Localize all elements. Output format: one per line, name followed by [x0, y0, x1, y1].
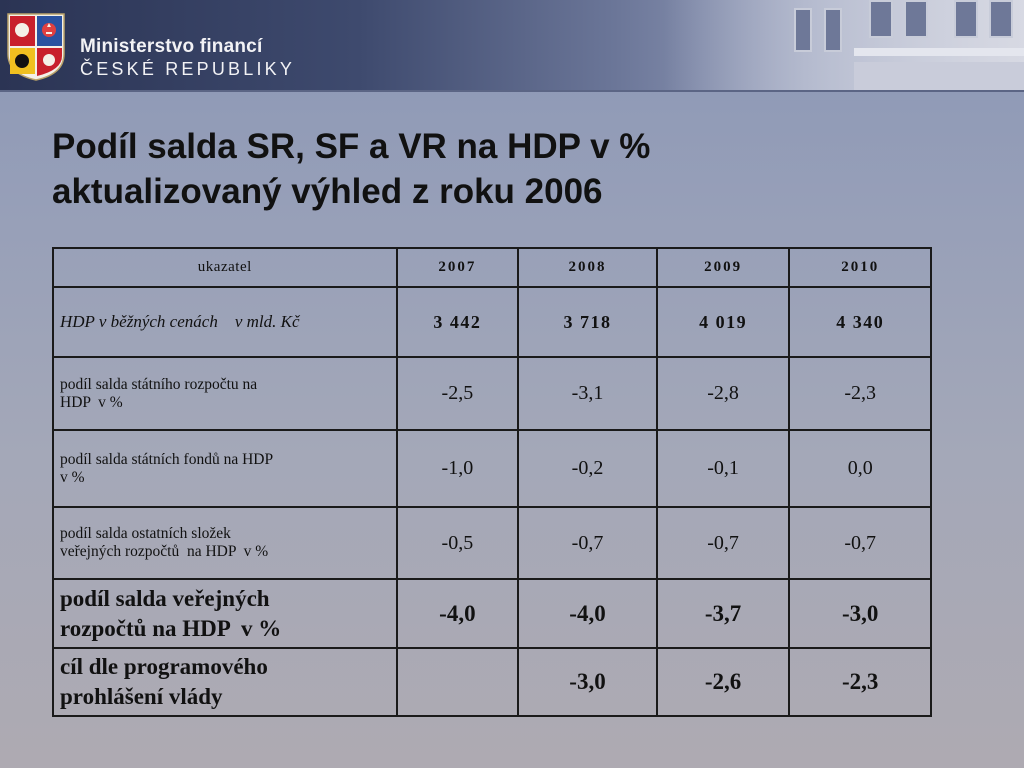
czech-coat-of-arms-icon — [7, 13, 65, 81]
table-cell: -3,7 — [655, 578, 791, 649]
row-label-line1: cíl dle programového — [60, 654, 268, 679]
table-cell: -3,0 — [517, 647, 658, 717]
table-row: HDP v běžných cenách v mld. Kč 3 442 3 7… — [52, 286, 932, 358]
row-label-line2: veřejných rozpočtů na HDP v % — [60, 543, 269, 560]
table-row: podíl salda ostatních složek veřejných r… — [52, 506, 932, 580]
row-label: cíl dle programového prohlášení vlády — [52, 647, 398, 717]
table-row: podíl salda státních fondů na HDP v % -1… — [52, 429, 932, 508]
table-cell: -3,1 — [517, 356, 658, 431]
row-label-line2: rozpočtů na HDP v % — [60, 615, 282, 641]
table-row: cíl dle programového prohlášení vlády -3… — [52, 647, 932, 717]
ministry-name: Ministerstvo financí ČESKÉ REPUBLIKY — [80, 36, 295, 80]
table-header-row: ukazatel 2007 2008 2009 2010 — [52, 247, 932, 288]
table-cell: -0,1 — [655, 429, 791, 508]
table-cell: -2,5 — [395, 356, 520, 431]
ministry-line1: Ministerstvo financí — [80, 36, 263, 57]
row-label-line1: podíl salda ostatních složek — [60, 525, 231, 542]
table-cell: 4 340 — [788, 286, 932, 358]
table-cell: -2,3 — [788, 647, 932, 717]
table-cell: -0,7 — [517, 506, 658, 580]
table-cell: -3,0 — [788, 578, 932, 649]
table-cell: -1,0 — [395, 429, 520, 508]
row-label: podíl salda ostatních složek veřejných r… — [52, 506, 398, 580]
row-label: podíl salda státního rozpočtu na HDP v % — [52, 356, 398, 431]
table-cell: 4 019 — [655, 286, 791, 358]
table-cell: -4,0 — [395, 578, 520, 649]
table-cell: -0,7 — [788, 506, 932, 580]
row-label-line1: podíl salda veřejných — [60, 585, 270, 611]
title-line1: Podíl salda SR, SF a VR na HDP v % — [52, 127, 651, 166]
table-row: podíl salda státního rozpočtu na HDP v %… — [52, 356, 932, 431]
page-title: Podíl salda SR, SF a VR na HDP v % aktua… — [52, 124, 952, 214]
ministry-line2: ČESKÉ REPUBLIKY — [80, 59, 296, 79]
header-cell: 2010 — [788, 247, 932, 288]
row-label-line1: podíl salda státních fondů na HDP — [60, 450, 274, 468]
row-label: HDP v běžných cenách v mld. Kč — [52, 286, 398, 358]
table-cell: -0,5 — [395, 506, 520, 580]
table-cell: -0,7 — [655, 506, 791, 580]
header-cell: 2008 — [517, 247, 658, 288]
header-cell: 2007 — [395, 247, 520, 288]
table-cell: 3 718 — [517, 286, 658, 358]
data-table: ukazatel 2007 2008 2009 2010 HDP v běžný… — [52, 247, 932, 717]
row-label: podíl salda veřejných rozpočtů na HDP v … — [52, 578, 398, 649]
table-cell: -0,2 — [517, 429, 658, 508]
header-cell: 2009 — [655, 247, 791, 288]
table-cell: -2,8 — [655, 356, 791, 431]
table-cell: -2,6 — [655, 647, 791, 717]
table-cell: -2,3 — [788, 356, 932, 431]
title-line2: aktualizovaný výhled z roku 2006 — [52, 172, 603, 211]
row-label-line2: HDP v % — [60, 393, 123, 411]
table-cell: 0,0 — [788, 429, 932, 508]
table-cell: 3 442 — [395, 286, 520, 358]
table-row: podíl salda veřejných rozpočtů na HDP v … — [52, 578, 932, 649]
row-label: podíl salda státních fondů na HDP v % — [52, 429, 398, 508]
header-banner: Ministerstvo financí ČESKÉ REPUBLIKY — [0, 0, 1024, 92]
table-cell: -4,0 — [517, 578, 658, 649]
row-label-line2: prohlášení vlády — [60, 684, 223, 709]
building-photo — [664, 0, 1024, 90]
table-cell — [395, 647, 520, 717]
row-label-line1: podíl salda státního rozpočtu na — [60, 375, 258, 393]
row-label-line2: v % — [60, 468, 85, 486]
header-cell: ukazatel — [52, 247, 398, 288]
